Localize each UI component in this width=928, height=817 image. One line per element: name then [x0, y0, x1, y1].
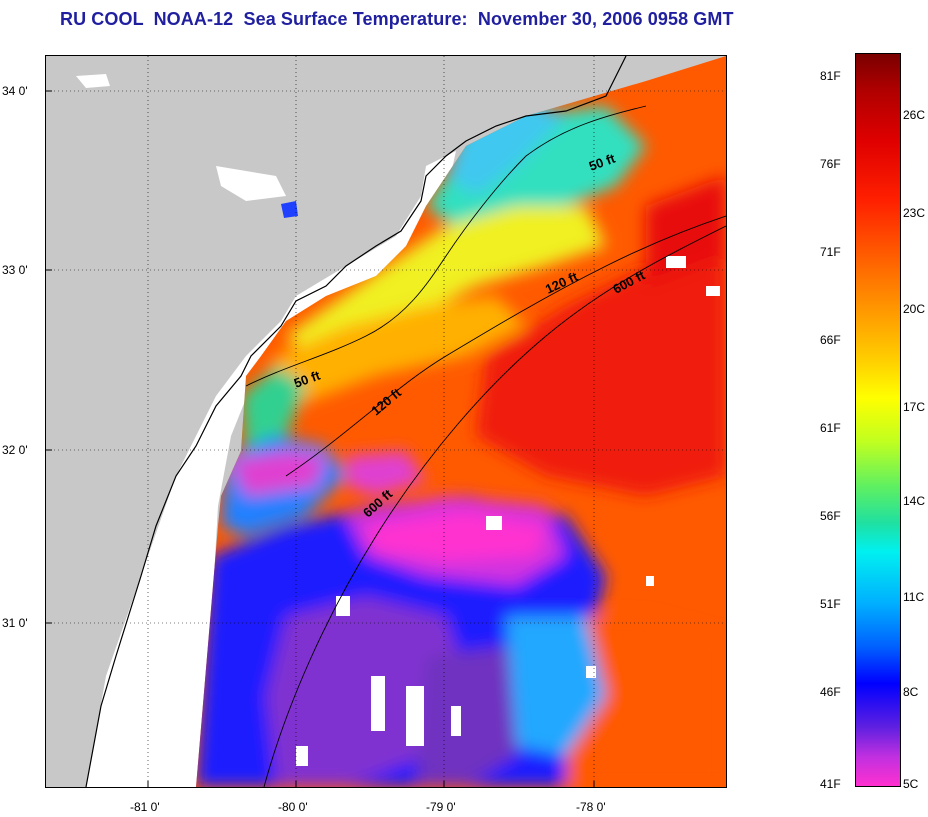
- colorbar-label-c: 5C: [903, 777, 919, 791]
- colorbar-label-f: 71F: [820, 245, 841, 259]
- colorbar-label-f: 76F: [820, 157, 841, 171]
- coastline: [85, 56, 627, 787]
- colorbar-label-f: 61F: [820, 421, 841, 435]
- colorbar-label-c: 14C: [903, 494, 926, 508]
- bathymetry-contours: [245, 105, 726, 787]
- colorbar-label-f: 56F: [820, 509, 841, 523]
- x-tick-label: -79 0': [426, 800, 456, 814]
- x-tick-label: -81 0': [130, 800, 160, 814]
- colorbar-label-f: 66F: [820, 333, 841, 347]
- sst-field: [196, 56, 726, 787]
- graticule: [46, 56, 726, 787]
- colorbar-label-c: 26C: [903, 108, 926, 122]
- colorbar-label-f: 81F: [820, 69, 841, 83]
- y-tick-label: 31 0': [2, 616, 28, 630]
- x-tick-label: -80 0': [278, 800, 308, 814]
- inland-patch: [216, 166, 286, 201]
- colorbar-label-c: 8C: [903, 685, 919, 699]
- inland-patch: [76, 74, 110, 88]
- colorbar-label-f: 46F: [820, 685, 841, 699]
- y-tick-label: 33 0': [2, 263, 28, 277]
- x-tick-label: -78 0': [576, 800, 606, 814]
- no-data-strip: [86, 151, 456, 787]
- colorbar-label-f: 51F: [820, 597, 841, 611]
- y-tick-label: 32 0': [2, 443, 28, 457]
- colorbar-label-f: 41F: [820, 777, 841, 791]
- colorbar: [855, 53, 901, 787]
- sst-map-canvas: 50 ft 120 ft 600 ft 50 ft 120 ft 600 ft: [46, 56, 726, 787]
- colorbar-label-c: 20C: [903, 302, 926, 316]
- sst-map: 50 ft 120 ft 600 ft 50 ft 120 ft 600 ft: [45, 55, 727, 788]
- map-title: RU COOL NOAA-12 Sea Surface Temperature:…: [60, 9, 734, 29]
- y-tick-label: 34 0': [2, 84, 28, 98]
- colorbar-label-c: 23C: [903, 206, 926, 220]
- axis-ticks: [46, 90, 595, 787]
- colorbar-label-c: 11C: [903, 590, 925, 604]
- colorbar-label-c: 17C: [903, 400, 926, 414]
- inland-patch: [281, 201, 298, 218]
